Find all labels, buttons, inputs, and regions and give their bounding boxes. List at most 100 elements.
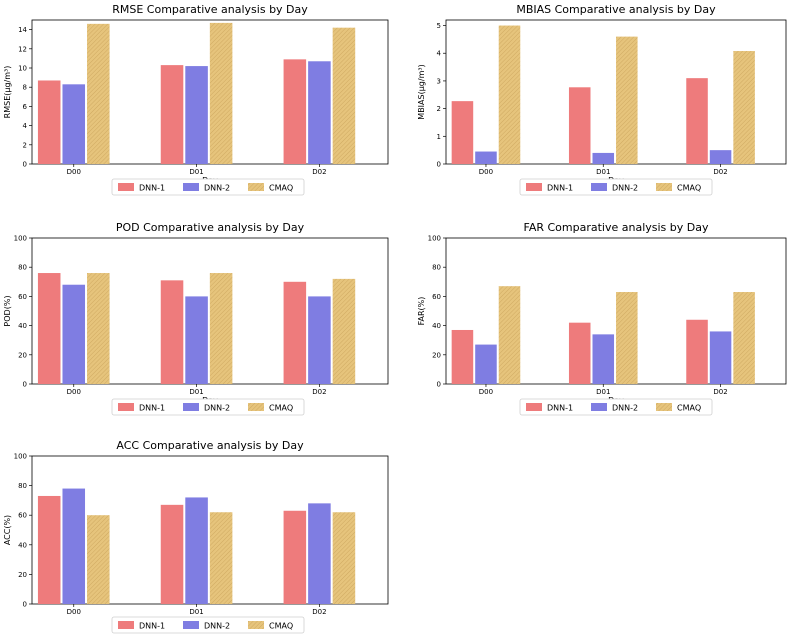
rmse-ytick-label: 2 (23, 141, 27, 149)
acc-bar-dnn-1-d02 (283, 510, 307, 604)
pod-bar-dnn-2-d01 (185, 296, 208, 384)
acc-bar-dnn-2-d00 (62, 488, 86, 604)
mbias-ytick-label: 1 (437, 133, 441, 141)
far-bar-cmaq-d00 (498, 286, 521, 384)
pod-title: POD Comparative analysis by Day (116, 221, 305, 234)
acc-bar-dnn-1-d00 (37, 495, 61, 604)
rmse-bar-cmaq-d02 (332, 27, 356, 165)
pod-ytick-label: 0 (23, 381, 27, 389)
mbias-bar-cmaq-d02 (733, 51, 755, 165)
rmse-bar-dnn-2-d00 (62, 84, 86, 164)
acc-legend-swatch-cmaq (248, 621, 264, 629)
far-bar-cmaq-d01 (616, 292, 638, 384)
rmse-ytick-label: 8 (23, 84, 27, 92)
pod-legend-swatch-dnn-2 (183, 403, 199, 411)
mbias-legend-swatch-dnn-2 (591, 183, 607, 191)
mbias-legend-label-dnn-1: DNN-1 (547, 184, 573, 193)
pod-bar-dnn-1-d02 (283, 281, 307, 384)
rmse-bar-dnn-1-d01 (160, 65, 184, 164)
pod-bar-dnn-1-d01 (160, 280, 184, 384)
mbias-chart: MBIAS Comparative analysis by Day 0 1 2 3 4 5 M… (417, 3, 787, 196)
pod-chart: POD Comparative analysis by Day 0 20 40 60 80… (3, 221, 389, 416)
pod-ylabel: POD(%) (3, 295, 12, 326)
pod-legend-label-dnn-1: DNN-1 (139, 404, 165, 413)
mbias-bar-cmaq-d01 (616, 36, 638, 164)
rmse-legend-label-dnn-1: DNN-1 (139, 184, 165, 193)
acc-bar-cmaq-d02 (332, 512, 356, 604)
acc-xtick-label: D02 (312, 608, 326, 616)
far-bar-dnn-2-d02 (709, 331, 732, 384)
mbias-ytick-label: 3 (437, 77, 441, 85)
pod-bar-dnn-1-d00 (37, 273, 61, 384)
far-ylabel: FAR(%) (417, 297, 426, 326)
acc-chart: ACC Comparative analysis by Day 0 20 40 60 80… (3, 439, 389, 634)
far-ytick-label: 100 (428, 235, 441, 243)
mbias-bar-dnn-1-d01 (568, 87, 591, 164)
far-bar-dnn-1-d01 (568, 322, 591, 384)
acc-bar-cmaq-d00 (87, 515, 110, 604)
acc-ytick-label: 40 (18, 541, 27, 549)
rmse-chart: RMSE Comparative analysis by Day 0 2 4 6 8 10 1… (3, 3, 389, 196)
rmse-bar-cmaq-d01 (209, 22, 233, 164)
pod-bar-dnn-2-d00 (62, 284, 86, 384)
far-legend-swatch-dnn-1 (526, 403, 542, 411)
mbias-ytick-label: 5 (437, 22, 441, 30)
pod-xtick-label: D00 (67, 388, 81, 396)
mbias-legend-label-cmaq: CMAQ (677, 184, 701, 193)
far-ytick-label: 20 (432, 351, 441, 359)
mbias-title: MBIAS Comparative analysis by Day (516, 3, 716, 16)
far-legend: DNN-1 DNN-2 CMAQ (519, 398, 713, 416)
far-legend-label-dnn-1: DNN-1 (547, 404, 573, 413)
acc-legend-swatch-dnn-1 (118, 621, 134, 629)
far-ytick-label: 80 (432, 264, 441, 272)
mbias-legend-swatch-dnn-1 (526, 183, 542, 191)
pod-ytick-label: 20 (18, 351, 27, 359)
far-xtick-label: D02 (713, 388, 727, 396)
acc-bar-dnn-2-d02 (308, 503, 331, 604)
acc-bar-dnn-2-d01 (185, 497, 208, 604)
rmse-ytick-label: 14 (18, 26, 27, 34)
far-xtick-label: D01 (596, 388, 610, 396)
acc-legend: DNN-1 DNN-2 CMAQ (111, 616, 305, 634)
pod-bar-cmaq-d02 (332, 278, 356, 384)
mbias-legend-label-dnn-2: DNN-2 (612, 184, 638, 193)
mbias-ytick-label: 0 (437, 161, 441, 169)
far-legend-label-cmaq: CMAQ (677, 404, 701, 413)
rmse-ytick-label: 10 (18, 65, 27, 73)
pod-legend-swatch-cmaq (248, 403, 264, 411)
rmse-ylabel: RMSE(µg/m³) (3, 66, 12, 119)
acc-ytick-label: 20 (18, 571, 27, 579)
rmse-ytick-label: 6 (23, 103, 28, 111)
mbias-legend: DNN-1 DNN-2 CMAQ (519, 178, 713, 196)
far-axes-frame (445, 237, 787, 385)
far-legend-swatch-cmaq (656, 403, 672, 411)
far-legend-swatch-dnn-2 (591, 403, 607, 411)
far-ytick-label: 0 (437, 381, 441, 389)
rmse-bar-dnn-1-d00 (37, 80, 61, 164)
far-bar-dnn-1-d02 (686, 319, 708, 384)
pod-xtick-label: D01 (189, 388, 203, 396)
mbias-bar-dnn-2-d02 (709, 150, 732, 164)
rmse-legend: DNN-1 DNN-2 CMAQ (111, 178, 305, 196)
rmse-bar-cmaq-d00 (87, 23, 110, 165)
rmse-ytick-label: 12 (18, 45, 27, 53)
acc-legend-label-dnn-2: DNN-2 (204, 622, 230, 631)
acc-ytick-label: 100 (14, 453, 27, 461)
mbias-bar-dnn-2-d01 (592, 152, 615, 164)
rmse-xtick-label: D01 (189, 168, 203, 176)
pod-legend: DNN-1 DNN-2 CMAQ (111, 398, 305, 416)
mbias-bar-dnn-2-d00 (475, 151, 497, 164)
far-xtick-label: D00 (479, 388, 493, 396)
acc-bar-dnn-1-d01 (160, 504, 184, 604)
acc-xtick-label: D01 (189, 608, 203, 616)
rmse-xtick-label: D02 (312, 168, 326, 176)
pod-legend-swatch-dnn-1 (118, 403, 134, 411)
rmse-bar-dnn-1-d02 (283, 59, 307, 164)
acc-bar-cmaq-d01 (209, 512, 233, 604)
acc-ytick-label: 60 (18, 512, 27, 520)
acc-legend-swatch-dnn-2 (183, 621, 199, 629)
acc-ytick-label: 80 (18, 482, 27, 490)
far-legend-label-dnn-2: DNN-2 (612, 404, 638, 413)
mbias-bar-dnn-1-d02 (686, 78, 708, 164)
